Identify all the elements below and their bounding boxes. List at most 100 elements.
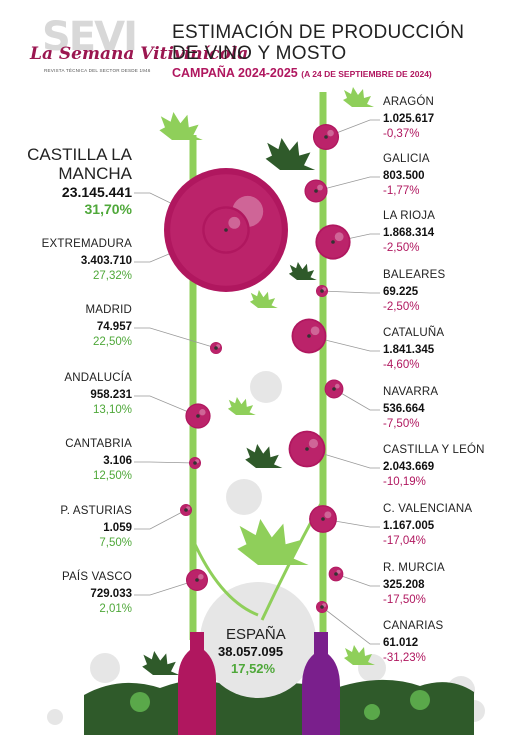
region-value-cataluna: 1.841.345 [383,344,435,356]
leader-pais-vasco [134,579,198,596]
subtitle-date: (A 24 DE SEPTIEMBRE DE 2024) [301,69,432,79]
grape-dot-canarias [320,605,324,609]
region-pct-c-valenciana: -17,04% [383,535,426,547]
grape-dot-pais-vasco [195,578,199,582]
grape-dot-cataluna [307,334,311,338]
region-value-canarias: 61.012 [383,637,419,649]
region-name-extremadura: EXTREMADURA [41,238,132,250]
region-pct-pais-vasco: 2,01% [99,603,132,615]
grape-highlight-pais-vasco [198,573,204,580]
leaf-large-bottom [237,519,309,566]
region-value-r-murcia: 325.208 [383,579,425,591]
region-pct-madrid: 22,50% [92,336,132,348]
region-name-pais-vasco: PAÍS VASCO [62,571,132,583]
leader-r-murcia [335,573,380,587]
region-name-aragon: ARAGÓN [383,96,435,108]
region-name-canarias: CANARIAS [383,620,444,632]
region-pct-navarra: -7,50% [383,418,420,430]
grape-dot-cantabria [193,461,197,465]
bg-circle-5 [250,371,282,403]
region-pct-aragon: -0,37% [383,128,420,140]
grape-dot-r-murcia [334,572,338,576]
leader-baleares [321,290,380,294]
grape-highlight-la-rioja [334,232,344,242]
subtitle: CAMPAÑA 2024-2025 (A 24 DE SEPTIEMBRE DE… [172,66,432,80]
leader-andalucia [134,395,199,417]
region-value-la-rioja: 1.868.314 [383,227,435,239]
leader-cantabria [134,461,196,464]
region-pct-extremadura: 27,32% [92,270,132,282]
leader-c-valenciana [322,518,380,528]
leader-canarias [321,606,380,645]
logo-watermark: SEVI [42,14,138,60]
region-pct-r-murcia: -17,50% [383,594,426,606]
grape-dot-baleares [320,289,324,293]
region-pct-cataluna: -4,60% [383,359,420,371]
leaf-dark-bottom [142,650,180,675]
region-value-galicia: 803.500 [383,170,425,182]
leaf-bottom-right [344,645,375,665]
leaf-dark-mid [288,262,317,281]
region-pct-castilla-y-leon: -10,19% [383,476,426,488]
bottle-purple [302,632,340,735]
bottle-red [178,632,216,735]
total-pct-espana: 17,52% [231,661,276,676]
grape-dot-p-asturias [184,508,188,512]
region-value-pais-vasco: 729.033 [90,588,132,600]
region-pct-asturias: 7,50% [99,537,132,549]
vine-tendril-1 [191,539,259,617]
region-name-castilla-y-leon: CASTILLA Y LEÓN [383,444,485,456]
region-name-baleares: BALEARES [383,269,446,281]
grape-bubbles [164,123,351,613]
region-pct-la-rioja: -2,50% [383,242,420,254]
leaf-top-left [159,111,203,140]
grape-dot-andalucia [196,414,200,418]
region-value-navarra: 536.664 [383,403,425,415]
grape-highlight-r-murcia [336,569,341,574]
leaf-mid [249,290,278,309]
region-name-cataluna: CATALUÑA [383,327,445,339]
region-name-andalucia: ANDALUCÍA [64,372,132,384]
grape-highlight-c-valenciana [324,511,332,519]
grape-dot-galicia [314,189,318,193]
region-value-cantabria: 3.106 [103,455,132,467]
leaf-top-right [343,87,374,107]
bush-3 [364,704,380,720]
region-name-r-murcia: R. MURCIA [383,562,445,574]
leader-aragon [325,119,380,138]
leaf-mid-2 [227,397,256,416]
grape-dot-castilla-y-leon [305,447,309,451]
grape-highlight-navarra [334,383,340,389]
bg-circle-6 [226,479,262,515]
grape-dot-la-rioja [331,240,335,244]
region-pct-canarias: -31,23% [383,652,426,664]
region-value-asturias: 1.059 [103,522,132,534]
region-pct-baleares: -2,50% [383,301,420,313]
leader-madrid [134,327,217,349]
leader-navarra [333,388,380,411]
leader-castilla-y-leon [306,448,380,469]
region-name-la-rioja: LA RIOJA [383,210,436,222]
region-value-castilla-y-leon: 2.043.669 [383,461,435,473]
subtitle-campaign: CAMPAÑA 2024-2025 [172,66,298,80]
logo-tagline: REVISTA TÉCNICA DEL SECTOR DESDE 1946 [44,68,151,73]
grape-highlight-andalucia [199,409,206,416]
grape-highlight-castilla-y-leon [308,438,319,449]
grape-highlight-galicia [317,184,323,191]
region-value-aragon: 1.025.617 [383,113,435,125]
bg-circle-0 [90,653,120,683]
bush-2 [410,690,430,710]
leader-cataluna [308,335,380,352]
region-pct-castilla-la-mancha: 31,70% [84,201,132,217]
grape-highlight-cataluna [310,326,320,336]
region-pct-cantabria: 12,50% [92,470,132,482]
leader-p-asturias [134,509,187,530]
region-name-castilla-la-mancha: CASTILLA LA MANCHA [27,145,132,183]
region-name-c-valenciana: C. VALENCIANA [383,503,473,515]
region-value-extremadura: 3.403.710 [80,255,132,267]
region-value-andalucia: 958.231 [90,389,132,401]
page-title-line1: ESTIMACIÓN DE PRODUCCIÓN [172,22,465,43]
page-title-line2: DE VINO Y MOSTO [172,43,347,64]
leader-galicia [315,176,380,192]
total-circle-espana [200,582,316,698]
